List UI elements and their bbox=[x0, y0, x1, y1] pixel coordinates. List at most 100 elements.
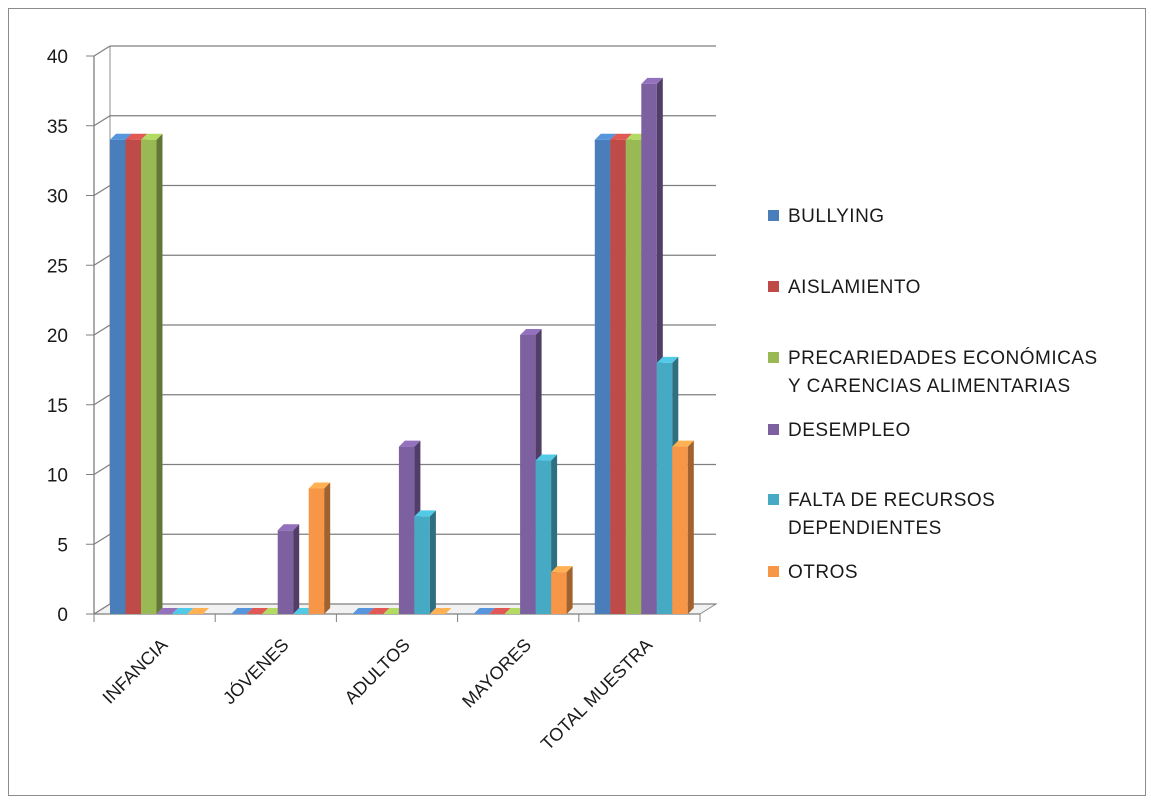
bar-top bbox=[367, 608, 390, 614]
legend-label: FALTA DE RECURSOS bbox=[788, 490, 995, 511]
bar-top bbox=[398, 440, 421, 447]
bar-side bbox=[566, 566, 573, 614]
bar-side bbox=[429, 510, 436, 614]
bar-side bbox=[293, 524, 300, 614]
y-tick-label: 25 bbox=[47, 256, 68, 277]
y-tick-label: 20 bbox=[47, 326, 68, 347]
bar-front bbox=[125, 139, 141, 614]
bar bbox=[551, 566, 573, 614]
bar-top bbox=[429, 608, 452, 614]
legend-item: FALTA DE RECURSOS DEPENDIENTES bbox=[768, 490, 995, 539]
legend-swatch bbox=[768, 352, 779, 363]
bar-top bbox=[656, 356, 679, 363]
bar-side bbox=[156, 133, 163, 614]
bar-front bbox=[414, 516, 430, 614]
bar-top bbox=[672, 440, 694, 447]
bar-front bbox=[141, 139, 157, 614]
gridline-diag bbox=[93, 184, 111, 197]
legend-label: PRECARIEDADES ECONÓMICAS bbox=[788, 347, 1098, 369]
y-tick-label: 40 bbox=[47, 47, 68, 68]
gridline-diag bbox=[93, 45, 111, 57]
bar-top bbox=[110, 133, 132, 140]
bar bbox=[156, 608, 178, 615]
bar bbox=[231, 608, 253, 615]
bar-top bbox=[156, 608, 178, 614]
bar-top bbox=[277, 524, 300, 531]
bar bbox=[308, 482, 331, 614]
bar bbox=[187, 608, 209, 615]
bar-top bbox=[641, 77, 663, 84]
bar-front bbox=[551, 572, 567, 614]
bar bbox=[489, 608, 511, 615]
bar-side bbox=[324, 482, 331, 614]
x-category-label: TOTAL MUESTRA bbox=[537, 635, 656, 754]
bar-side bbox=[687, 440, 694, 614]
legend: BULLYING AISLAMIENTO PRECARIEDADES ECONÓMI… bbox=[768, 206, 1098, 583]
legend-item: AISLAMIENTO bbox=[768, 277, 920, 298]
bar-top bbox=[231, 608, 253, 614]
bar-top bbox=[308, 482, 331, 489]
legend-swatch bbox=[768, 210, 779, 221]
legend-label: Y CARENCIAS ALIMENTARIAS bbox=[788, 376, 1071, 397]
bar bbox=[246, 608, 269, 615]
legend-swatch bbox=[768, 281, 779, 292]
legend-item: OTROS bbox=[768, 562, 858, 583]
y-tick-label: 5 bbox=[57, 535, 68, 556]
y-tick-label: 10 bbox=[47, 466, 68, 487]
gridline-diag bbox=[93, 463, 111, 476]
bar-top bbox=[172, 608, 194, 614]
legend-item: PRECARIEDADES ECONÓMICAS Y CARENCIAS ALIM… bbox=[768, 347, 1098, 397]
bar-front bbox=[641, 83, 657, 614]
bar-front bbox=[535, 460, 552, 614]
bar-top bbox=[520, 329, 542, 335]
bar bbox=[141, 133, 163, 614]
bar-top bbox=[594, 133, 617, 140]
bar-top bbox=[414, 510, 436, 517]
bar-front bbox=[610, 139, 626, 614]
legend-label: BULLYING bbox=[788, 206, 885, 227]
x-category-label: JÓVENES bbox=[218, 634, 292, 708]
bar bbox=[414, 510, 436, 614]
bar-front bbox=[594, 139, 611, 614]
y-tick-label: 30 bbox=[47, 187, 68, 208]
bar-top bbox=[246, 608, 269, 614]
bar-front bbox=[656, 362, 673, 614]
bar bbox=[367, 608, 390, 615]
x-category-label: MAYORES bbox=[458, 635, 535, 712]
y-tick-label: 15 bbox=[47, 396, 68, 417]
gridline-diag bbox=[93, 533, 111, 545]
bar-top bbox=[352, 608, 374, 614]
bar-top bbox=[473, 608, 496, 614]
legend-item: DESEMPLEO bbox=[768, 420, 911, 441]
gridline-diag bbox=[93, 254, 111, 266]
y-tick-label: 0 bbox=[57, 605, 68, 626]
x-category-label: INFANCIA bbox=[99, 635, 172, 708]
y-tick-label: 35 bbox=[47, 117, 68, 138]
x-category-label: ADULTOS bbox=[341, 635, 414, 708]
legend-swatch bbox=[768, 566, 779, 577]
bar bbox=[352, 608, 374, 615]
legend-label: DESEMPLEO bbox=[788, 420, 911, 441]
bar bbox=[672, 440, 694, 614]
legend-label: DEPENDIENTES bbox=[788, 518, 942, 539]
bar-front bbox=[110, 139, 126, 614]
bar-top bbox=[489, 608, 511, 614]
bar-front bbox=[625, 139, 642, 614]
bar-top bbox=[551, 566, 573, 573]
bar bbox=[429, 608, 452, 615]
gridline-diag bbox=[93, 603, 111, 615]
gridline-diag bbox=[93, 115, 111, 127]
gridline-diag bbox=[93, 394, 111, 406]
legend-label: OTROS bbox=[788, 562, 858, 583]
bar-top bbox=[535, 454, 558, 461]
legend-swatch bbox=[768, 494, 779, 505]
bar bbox=[172, 608, 194, 615]
legend-swatch bbox=[768, 424, 779, 435]
bars-layer bbox=[110, 77, 694, 615]
bar-top bbox=[610, 133, 632, 140]
bar bbox=[277, 524, 300, 614]
bar bbox=[473, 608, 496, 615]
bar-front bbox=[398, 446, 415, 614]
bar-top bbox=[187, 608, 209, 614]
